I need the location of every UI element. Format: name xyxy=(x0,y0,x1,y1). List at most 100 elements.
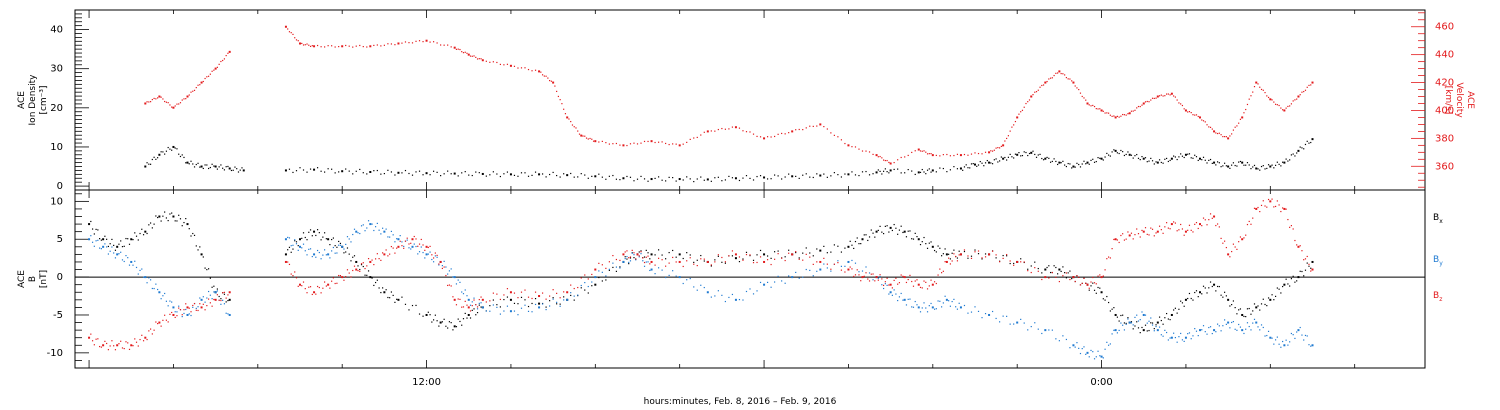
bz-point-sample xyxy=(1234,246,1236,248)
density-point-sample xyxy=(157,157,159,159)
bx-point-sample xyxy=(1299,270,1301,272)
by-point-sample xyxy=(387,236,389,238)
density-point-sample xyxy=(1057,163,1059,166)
bz-point-sample xyxy=(121,347,124,349)
density-point-sample xyxy=(784,176,786,178)
velocity-point-sample xyxy=(160,96,162,98)
by-point xyxy=(1114,329,1117,332)
density-point-sample xyxy=(1079,166,1082,168)
bx-point-sample xyxy=(905,236,908,238)
bz-point-sample xyxy=(749,254,751,256)
bx-point xyxy=(200,253,203,256)
bx-point-sample xyxy=(884,225,886,227)
by-point-sample xyxy=(295,243,298,245)
bx-point-sample xyxy=(570,294,572,297)
bz-point-sample xyxy=(686,260,688,262)
velocity-point-sample xyxy=(963,153,966,156)
bz-point-sample xyxy=(1229,256,1231,258)
bz-point-sample xyxy=(1222,242,1224,244)
velocity-point-sample xyxy=(1289,105,1291,107)
by-point-sample xyxy=(1201,329,1203,331)
density-point xyxy=(1086,161,1089,164)
by-point-sample xyxy=(1274,339,1277,341)
density-point-sample xyxy=(1278,163,1280,165)
bx-point-sample xyxy=(534,298,537,300)
by-point-sample xyxy=(190,314,192,317)
by-point-sample xyxy=(877,277,879,279)
bx-point-sample xyxy=(580,287,582,289)
by-point-sample xyxy=(338,244,340,246)
by-point-sample xyxy=(912,306,915,308)
by-point-sample xyxy=(1301,334,1303,336)
bz-point-sample xyxy=(1187,229,1189,231)
bz-point-sample xyxy=(942,270,944,272)
bz-point-sample xyxy=(1169,228,1171,230)
density-point-sample xyxy=(1069,163,1071,165)
by-point-sample xyxy=(1271,337,1273,339)
density-point-sample xyxy=(911,170,913,172)
bz-point-sample xyxy=(953,253,955,255)
bz-point-sample xyxy=(165,319,168,321)
bx-point-sample xyxy=(935,251,937,253)
by-point-sample xyxy=(385,228,387,230)
by-point-sample xyxy=(109,250,111,252)
bx-point-sample xyxy=(478,304,480,306)
density-point-sample xyxy=(1055,160,1057,163)
by-point-sample xyxy=(745,290,748,293)
density-point-sample xyxy=(605,178,607,180)
by-point xyxy=(509,310,512,313)
bx-point-sample xyxy=(756,254,758,256)
velocity-point-sample xyxy=(1222,135,1224,138)
velocity-point-sample xyxy=(1006,137,1008,140)
density-point-sample xyxy=(788,173,790,175)
by-point-sample xyxy=(738,298,741,301)
bz-point-sample xyxy=(97,338,99,340)
density-point xyxy=(509,173,512,176)
bx-point-sample xyxy=(329,244,331,246)
bz-point-sample xyxy=(517,297,519,299)
bx-point-sample xyxy=(141,228,143,230)
density-point-sample xyxy=(556,174,558,177)
by-point xyxy=(650,268,653,271)
bx-point-sample xyxy=(104,235,106,237)
bz-point-sample xyxy=(195,309,197,311)
bx-point-sample xyxy=(389,297,391,299)
density-point-sample xyxy=(411,174,414,176)
bz-point-sample xyxy=(1085,282,1087,284)
bz-point-sample xyxy=(1224,240,1226,242)
velocity-point-sample xyxy=(316,44,319,47)
bx-point-sample xyxy=(506,296,509,298)
by-point-sample xyxy=(643,265,646,267)
by-point-sample xyxy=(399,235,401,237)
bz-point-sample xyxy=(570,284,572,286)
density-point-sample xyxy=(436,171,438,173)
density-point-sample xyxy=(661,179,663,181)
bz-point-sample xyxy=(1013,264,1015,266)
density-point-sample xyxy=(478,172,480,174)
bz-point-sample xyxy=(809,256,811,258)
by-point xyxy=(1283,344,1286,347)
x-tick-label: 12:00 xyxy=(412,377,441,388)
by-point-sample xyxy=(591,281,593,283)
bx-point-sample xyxy=(638,251,640,253)
bz-point-sample xyxy=(826,263,828,265)
bx-point-sample xyxy=(612,266,614,269)
density-point-sample xyxy=(1232,162,1234,164)
density-point-sample xyxy=(1243,164,1245,166)
density-point-sample xyxy=(881,173,883,175)
by-point-sample xyxy=(462,293,465,295)
velocity-point-sample xyxy=(1062,73,1064,75)
by-point-sample xyxy=(837,260,839,262)
by-point-sample xyxy=(1306,335,1308,337)
density-point-sample xyxy=(1018,152,1020,154)
bz-point-sample xyxy=(1120,234,1122,237)
density-point-sample xyxy=(1150,157,1152,160)
velocity-point-sample xyxy=(591,138,593,140)
velocity-point-sample xyxy=(146,101,148,103)
density-point xyxy=(1297,149,1300,152)
density-point-sample xyxy=(1092,158,1094,160)
bx-point-sample xyxy=(364,274,366,276)
bz-point-sample xyxy=(188,307,190,309)
bx-point-sample xyxy=(682,257,684,260)
bx-point-sample xyxy=(218,295,220,298)
